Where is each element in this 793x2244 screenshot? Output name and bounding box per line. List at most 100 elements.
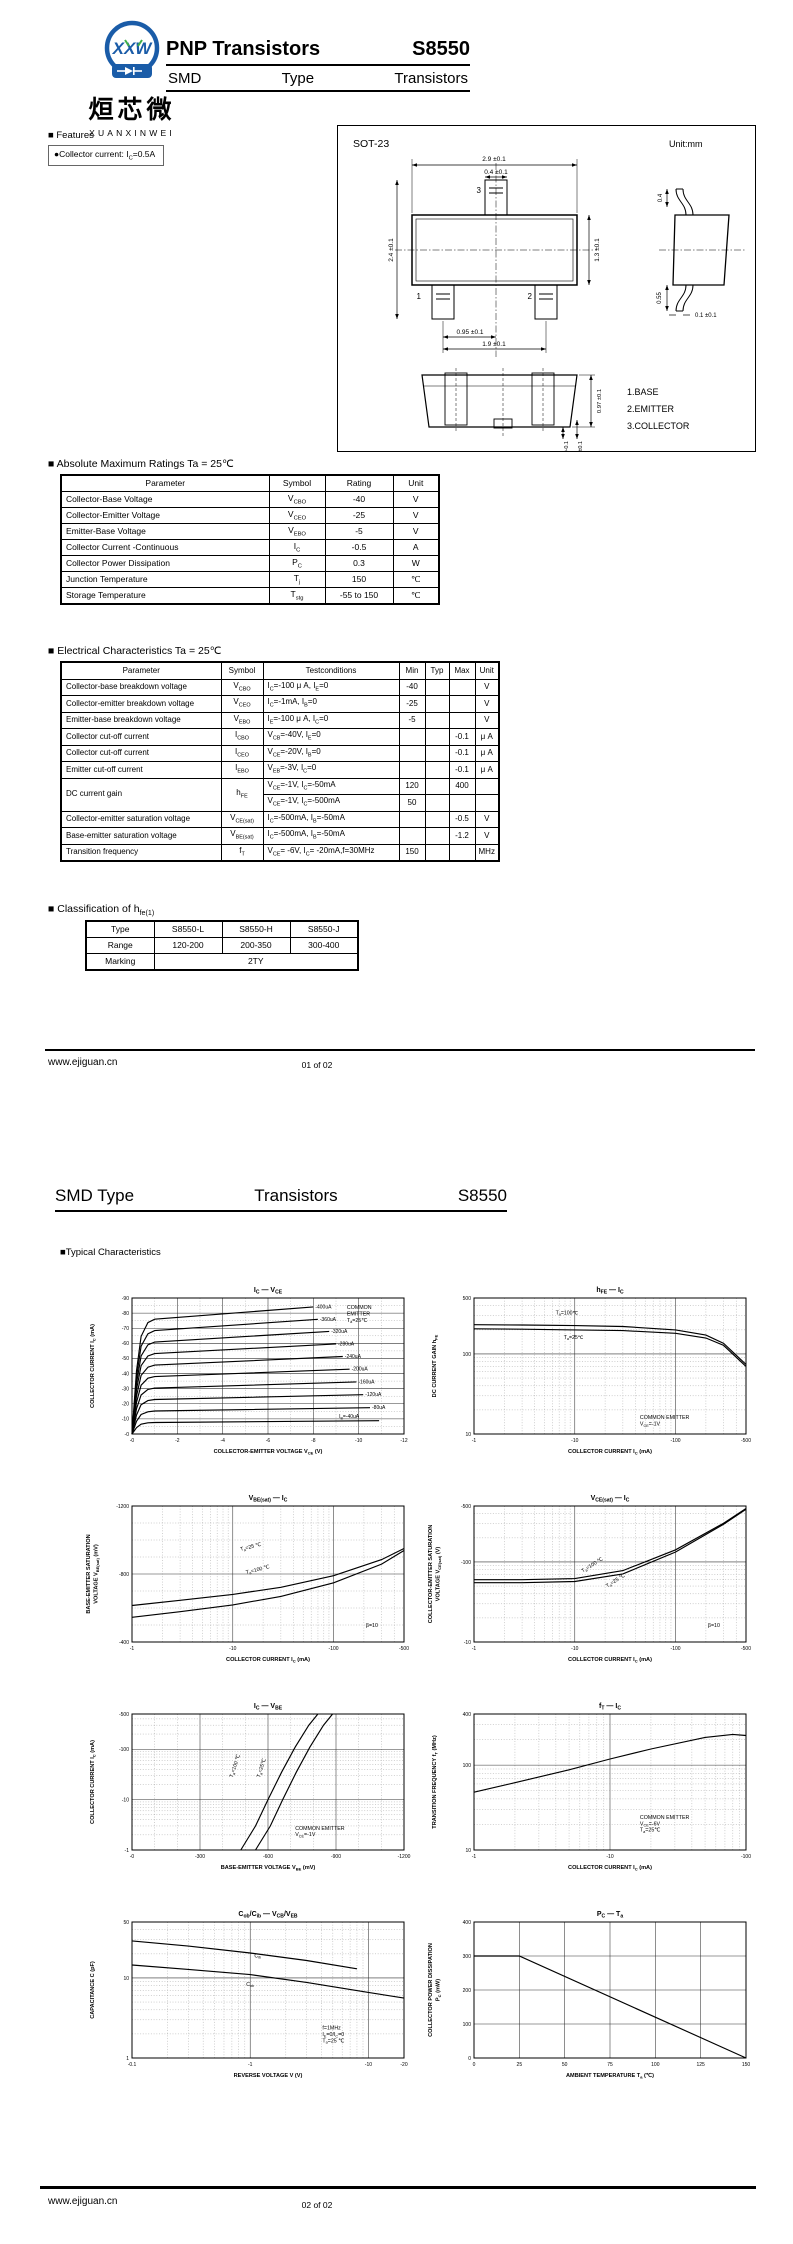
- dim-pin-width: 0.4 ±0.1: [484, 169, 508, 176]
- x-tick-label: -10: [571, 1438, 578, 1444]
- table-row: Marking 2TY: [85, 953, 359, 971]
- chart-ticks: 0 25 50 75 100 125 150 0 100 200 300 400: [463, 1920, 751, 2068]
- table-cell: VCE=-1V, IC=-50mA: [262, 777, 400, 795]
- series-label: -120uA: [365, 1392, 382, 1398]
- x-tick-label: 25: [517, 2062, 523, 2068]
- table-cell: μ A: [474, 761, 500, 779]
- chart-annotation: VCE=-1V: [640, 1422, 661, 1428]
- table-cell: [448, 695, 476, 713]
- divider: [166, 64, 470, 66]
- footer-rule: [45, 1049, 755, 1051]
- chart: -1 -10 -100 -500 10 100 500 COLLECTOR CURRENT I…: [432, 1287, 752, 1455]
- series-label: -280uA: [338, 1341, 355, 1347]
- chart-ticks: -0 -2 -4 -6 -8 -10 -12-0-10-20-30-40-50-60-70-…: [122, 1296, 408, 1444]
- table-header-row: Parameter Symbol Testconditions Min Typ Max Un…: [60, 661, 500, 680]
- table-cell: Collector-emitter breakdown voltage: [60, 695, 222, 713]
- footer-page-number: 01 of 02: [301, 1060, 333, 1070]
- abs-max-table: Parameter Symbol Rating Unit Collector-Base …: [60, 474, 440, 605]
- table-cell: [424, 827, 450, 845]
- pin-number: 2: [528, 292, 533, 301]
- shape: [682, 284, 694, 312]
- table-cell: ICEO: [220, 744, 264, 762]
- y-tick-label: -90: [122, 1296, 129, 1302]
- table-row: Storage Temperature Tstg -55 to 150 ℃: [60, 587, 440, 605]
- chart-series-line: [131, 1368, 350, 1435]
- chart-title: hFE — IC: [596, 1287, 624, 1296]
- logo-mark-text: XXW: [112, 39, 154, 58]
- chart-title: PC — Ta: [597, 1911, 623, 1920]
- chart-series-line: [131, 1343, 337, 1435]
- table-cell: [448, 843, 476, 862]
- series-label: -240uA: [345, 1354, 362, 1360]
- table-cell: VCB=-40V, IE=0: [262, 728, 400, 746]
- table-row: VCE=-1V, IC=-500mA 50: [61, 794, 500, 812]
- table-cell: Marking: [85, 953, 155, 971]
- y-tick-label: 100: [463, 1352, 472, 1358]
- table-row: Junction Temperature Tj 150 ℃: [60, 571, 440, 588]
- table-cell: DC current gain: [60, 777, 222, 812]
- y-tick-label: 100: [463, 1763, 472, 1769]
- chart-frame: [131, 1921, 405, 2059]
- package-unit: Unit:mm: [669, 139, 703, 149]
- table-cell: -1.2: [448, 827, 476, 845]
- dim-pitch: 0.95 ±0.1: [456, 329, 483, 336]
- dim-body-height: 2.4 ±0.1: [388, 238, 395, 262]
- table-cell: S8550-H: [221, 920, 291, 938]
- table-cell: [424, 810, 450, 828]
- table-cell: [424, 711, 450, 729]
- dim-arrow: [491, 335, 496, 339]
- y-axis-title: DC CURRENT GAIN hFE: [432, 1334, 438, 1397]
- chart-annotation: COMMON EMITTER: [295, 1826, 345, 1832]
- hfe-classification-table: Type S8550-L S8550-H S8550-J Range 120-200 200…: [85, 920, 359, 971]
- y-axis-title: PC (mW): [436, 1979, 442, 2001]
- dim-arrow: [502, 175, 507, 179]
- chart-ticks: -1 -10 -100 -500 10 100 500: [463, 1296, 752, 1444]
- divider: [166, 90, 470, 92]
- dim-arrow: [443, 347, 448, 351]
- table-cell: 400: [448, 777, 476, 795]
- package-front-view: 1 2 3 2.9 ±0.1 0.4 ±0.1 2.4 ±0.1 1.3 ±0.1 0.95 …: [388, 156, 601, 357]
- x-tick-label: -500: [741, 1646, 751, 1652]
- table-cell: VCBO: [268, 491, 326, 508]
- table-row: DC current gain hFE VCE=-1V, IC=-50mA 120 4…: [60, 777, 500, 812]
- brand-name-en: XUANXINWEI: [89, 128, 175, 138]
- curve-label: Ta=25℃: [564, 1335, 584, 1341]
- curve-label: Cob: [246, 1982, 254, 1988]
- shape: [672, 214, 730, 286]
- y-tick-label: 100: [463, 2022, 472, 2028]
- table-cell: -40: [324, 491, 394, 508]
- page2-smd-type: SMD Type: [55, 1186, 135, 1205]
- chart-series: [473, 1733, 747, 1793]
- table-cell: μ A: [474, 744, 500, 762]
- chart-frame: [473, 1505, 747, 1643]
- table-cell: Collector-Base Voltage: [60, 491, 270, 508]
- table-cell: IC=-500mA, IB=-50mA: [262, 810, 400, 828]
- table-cell: Collector cut-off current: [60, 744, 222, 762]
- dim-standoff: 0-0.1: [564, 441, 570, 452]
- x-axis-title: REVERSE VOLTAGE V (V): [234, 2073, 303, 2079]
- footer-site: www.ejiguan.cn: [48, 2196, 118, 2207]
- table-cell: [398, 744, 426, 762]
- chart-annotation: VCE=-1V: [295, 1832, 316, 1838]
- table-cell: μ A: [474, 728, 500, 746]
- chart-series-line: [131, 1420, 380, 1435]
- y-tick-label: -30: [122, 1386, 129, 1392]
- y-tick-label: -10: [464, 1640, 471, 1646]
- table-cell: -0.1: [448, 728, 476, 746]
- table-cell: Emitter cut-off current: [60, 761, 222, 779]
- table-cell: 150: [324, 571, 394, 588]
- chart-annotation: f=1MHz: [322, 2026, 341, 2032]
- dim-side-height: 0.97 ±0.1: [597, 389, 603, 413]
- y-tick-label: 10: [465, 1848, 471, 1854]
- table-cell: -0.1: [448, 744, 476, 762]
- table-cell: VEB=-3V, IC=0: [262, 761, 400, 779]
- table-row: Collector Power Dissipation PC 0.3 W: [60, 555, 440, 572]
- y-tick-label: -50: [122, 1356, 129, 1362]
- table-cell: ℃: [392, 571, 440, 588]
- chart: -0 -2 -4 -6 -8 -10 -12-0-10-20-30-40-50-60-70-…: [90, 1287, 408, 1455]
- y-tick-label: 10: [465, 1432, 471, 1438]
- subtitle-transistors: Transistors: [394, 70, 468, 87]
- table-cell: V: [392, 507, 440, 524]
- chart-grid: [131, 1921, 405, 2059]
- series-label: -200uA: [352, 1367, 369, 1373]
